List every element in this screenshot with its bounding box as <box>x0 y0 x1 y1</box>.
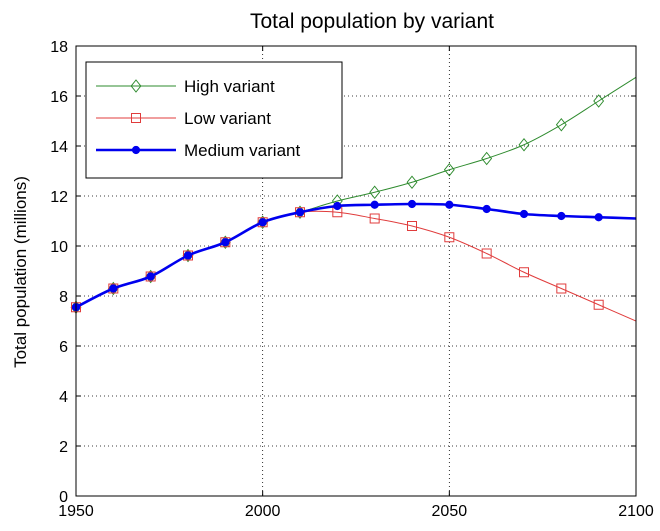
series-line-medium-variant <box>75 202 637 309</box>
y-tick-label: 2 <box>59 439 68 456</box>
x-tick-label: 2000 <box>245 503 281 520</box>
legend-swatch-marker <box>131 145 141 155</box>
legend-box <box>85 61 343 179</box>
data-point-medium-variant <box>445 200 454 209</box>
data-point-medium-variant <box>557 211 566 221</box>
tick-layer: 1950 2000 2050 2100 0 2 4 6 8 10 12 14 16 18 <box>50 39 654 520</box>
data-point-low-variant <box>444 232 455 243</box>
grid-layer <box>76 46 636 496</box>
y-axis-label: Total population (millions) <box>11 176 30 368</box>
data-point-low-variant <box>145 271 156 282</box>
x-tick-label: 2100 <box>618 503 654 520</box>
series-medium-variant <box>71 199 637 312</box>
data-point-medium-variant <box>370 200 379 209</box>
chart-title: Total population by variant <box>250 10 494 33</box>
data-point-medium-variant <box>482 204 491 214</box>
legend-swatch-marker <box>130 79 142 93</box>
data-point-high-variant <box>593 94 605 108</box>
legend-label: High variant <box>184 77 275 96</box>
data-point-medium-variant <box>407 199 417 209</box>
y-tick-label: 8 <box>59 289 68 306</box>
y-tick-label: 12 <box>50 189 68 206</box>
y-tick-label: 14 <box>50 139 68 156</box>
legend-entry-low-variant: Low variant <box>96 109 271 128</box>
y-tick-label: 4 <box>59 389 68 406</box>
data-point-low-variant <box>407 221 417 231</box>
data-point-low-variant <box>257 217 268 228</box>
y-tick-label: 6 <box>59 339 68 356</box>
y-tick-label: 16 <box>50 89 68 106</box>
legend-label: Medium variant <box>184 141 300 160</box>
data-point-low-variant <box>369 213 380 224</box>
y-tick-label: 10 <box>50 239 68 256</box>
data-point-low-variant <box>593 299 604 310</box>
series-layer <box>70 76 637 322</box>
x-tick-label: 1950 <box>58 503 94 520</box>
data-point-medium-variant <box>258 218 267 227</box>
data-point-medium-variant <box>519 209 529 219</box>
data-point-medium-variant <box>333 201 342 211</box>
data-point-low-variant <box>556 283 567 294</box>
x-tick-label: 2050 <box>432 503 468 520</box>
data-point-low-variant <box>183 250 193 261</box>
legend: High variant Low variant Medium variant <box>85 61 343 179</box>
data-point-medium-variant <box>594 213 603 222</box>
legend-entry-medium-variant: Medium variant <box>96 141 300 160</box>
legend-swatch-marker <box>131 113 141 123</box>
data-point-medium-variant <box>295 208 305 217</box>
series-low-variant <box>71 207 637 322</box>
legend-entry-high-variant: High variant <box>96 77 275 96</box>
data-point-medium-variant <box>109 284 118 293</box>
data-point-high-variant <box>406 175 418 190</box>
data-point-high-variant <box>481 151 493 166</box>
series-line-low-variant <box>75 210 637 322</box>
data-point-high-variant <box>555 117 567 132</box>
data-point-medium-variant <box>146 272 155 281</box>
data-point-low-variant <box>220 237 231 248</box>
y-tick-label: 18 <box>50 39 68 56</box>
plot-frame <box>75 45 637 497</box>
data-point-low-variant <box>519 267 529 278</box>
data-point-high-variant <box>369 185 381 200</box>
data-point-high-variant <box>443 162 455 177</box>
data-point-medium-variant <box>221 238 230 247</box>
data-point-low-variant <box>108 283 119 294</box>
legend-label: Low variant <box>184 109 271 128</box>
data-point-medium-variant <box>183 251 193 260</box>
data-point-high-variant <box>518 137 530 152</box>
y-tick-label: 0 <box>59 489 68 506</box>
data-point-low-variant <box>481 248 492 259</box>
